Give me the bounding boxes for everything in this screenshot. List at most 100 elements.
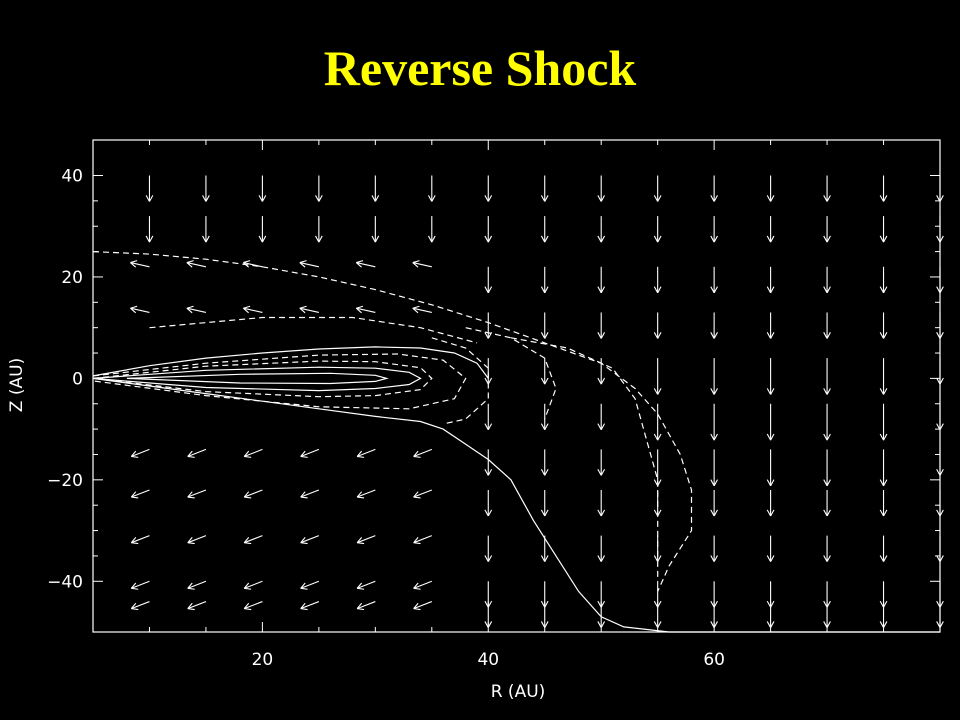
velocity-arrow [187,535,207,545]
arrow-head [766,332,772,339]
arrow-shaft [131,535,150,544]
velocity-arrow [710,216,718,243]
arrow-head [484,600,489,608]
velocity-arrow [879,312,888,339]
velocity-arrow [412,305,432,314]
arrow-head [936,621,941,628]
arrow-head [540,332,546,339]
arrow-head [187,587,195,590]
arrow-head [300,455,308,458]
velocity-arrow [710,535,718,562]
arrow-head [653,433,659,441]
arrow-head [826,286,831,294]
velocity-arrow [130,535,150,545]
arrow-head [879,235,885,243]
velocity-arrow [653,358,662,395]
arrow-head [484,555,489,562]
arrow-head [823,195,828,202]
arrow-head [710,600,715,608]
velocity-arrow [823,216,831,243]
arrow-head [710,286,715,294]
velocity-arrow [597,358,606,385]
arrow-shaft [413,448,432,457]
arrow-head [939,555,944,562]
arrow-head [766,600,772,608]
arrow-shaft [413,580,432,589]
velocity-arrow [653,535,662,562]
arrow-head [653,235,659,243]
velocity-arrow [710,601,718,628]
arrow-head [130,602,137,609]
velocity-arrow [484,601,493,628]
velocity-arrow [371,216,380,243]
velocity-arrow [243,580,263,590]
velocity-vectors [130,175,944,628]
arrow-head [600,286,606,294]
arrow-head [300,536,306,544]
velocity-arrow [413,448,432,458]
arrow-head [710,433,715,441]
arrow-head [936,377,941,385]
velocity-arrow [823,403,831,441]
arrow-head [484,332,489,339]
arrow-head [883,235,888,243]
arrow-head [186,262,193,268]
arrow-head [413,496,421,499]
arrow-head [823,600,828,608]
arrow-head [186,307,193,314]
arrow-head [713,433,718,441]
arrow-head [939,235,944,243]
arrow-head [187,491,193,498]
velocity-arrow [300,580,320,590]
arrow-head [131,587,139,590]
arrow-head [300,582,306,589]
arrow-head [713,286,718,294]
velocity-arrow [766,312,775,339]
arrow-head [186,260,194,264]
x-axis-label: R (AU) [491,682,546,702]
arrow-head [600,621,606,628]
arrow-head [710,332,715,339]
arrow-head [883,332,888,339]
arrow-head [939,600,944,608]
arrow-shaft [187,580,207,589]
arrow-shaft [244,489,263,498]
velocity-arrow [130,260,150,268]
arrow-head [879,388,885,395]
density-contour [126,372,389,385]
arrow-head [883,555,888,562]
velocity-arrow [484,535,493,562]
arrow-head [939,377,944,385]
velocity-arrow [130,448,150,458]
arrow-head [374,235,380,243]
arrow-head [540,195,546,202]
plot-border [92,139,941,633]
arrow-head [766,433,772,441]
arrow-head [657,195,662,202]
arrow-head [826,479,831,487]
arrow-head [540,509,546,517]
arrow-head [713,479,718,487]
arrow-head [356,450,363,457]
arrow-head [939,509,944,517]
arrow-head [300,496,308,499]
arrow-head [186,305,194,309]
arrow-head [597,555,602,562]
arrow-head [770,479,775,487]
arrow-head [487,286,493,294]
velocity-arrow [540,489,549,517]
arrow-head [879,195,885,202]
arrow-shaft [131,448,150,457]
arrow-head [244,608,252,611]
arrow-head [823,235,828,243]
arrow-head [939,423,944,431]
arrow-head [202,235,207,243]
arrow-head [487,555,493,562]
velocity-arrow [597,312,606,339]
velocity-arrow [315,216,323,243]
velocity-arrow [484,175,493,202]
arrow-head [826,332,831,339]
arrow-head [202,195,207,202]
arrow-head [710,621,715,628]
